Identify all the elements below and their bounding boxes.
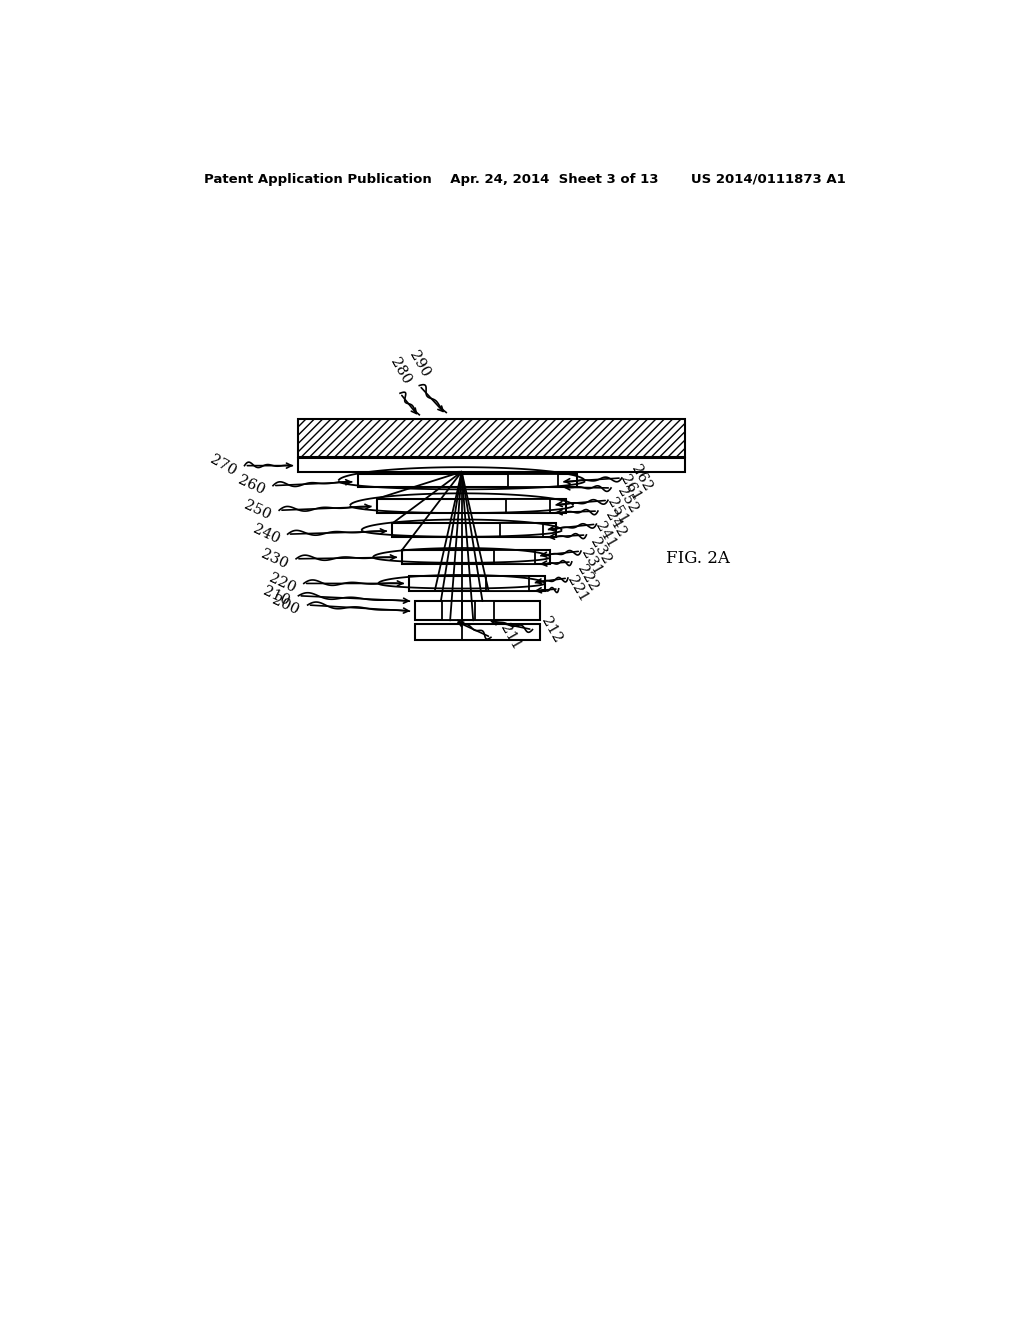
Text: 230: 230 [259, 546, 290, 572]
Bar [500, 523, 543, 537]
Text: 232: 232 [587, 536, 613, 566]
Bar [506, 499, 550, 512]
Text: 250: 250 [242, 498, 273, 523]
Text: 260: 260 [236, 474, 267, 498]
Text: 280: 280 [387, 356, 413, 387]
Bar [486, 576, 529, 591]
Text: 222: 222 [574, 562, 600, 594]
Text: Patent Application Publication    Apr. 24, 2014  Sheet 3 of 13       US 2014/011: Patent Application Publication Apr. 24, … [204, 173, 846, 186]
Text: 270: 270 [207, 453, 239, 479]
Text: 261: 261 [617, 473, 643, 503]
Text: 251: 251 [604, 495, 630, 527]
Bar [410, 576, 545, 591]
Text: 241: 241 [593, 520, 618, 550]
Bar [416, 601, 541, 620]
Text: 252: 252 [614, 484, 640, 516]
Text: 212: 212 [539, 614, 564, 645]
Text: 262: 262 [628, 462, 654, 494]
Text: 240: 240 [250, 521, 282, 546]
Text: 200: 200 [270, 593, 301, 618]
Bar [392, 523, 556, 537]
Text: FIG. 2A: FIG. 2A [666, 550, 729, 568]
Bar [475, 601, 494, 620]
Text: 290: 290 [407, 348, 432, 379]
Bar [298, 458, 685, 471]
Text: 231: 231 [578, 546, 604, 577]
Text: 221: 221 [565, 573, 591, 605]
Bar [416, 624, 541, 640]
Text: 220: 220 [266, 572, 298, 595]
Text: 210: 210 [261, 583, 292, 609]
Text: 242: 242 [602, 508, 629, 540]
Bar [298, 418, 685, 457]
Bar [494, 549, 535, 564]
Bar [442, 601, 462, 620]
Bar [508, 474, 558, 487]
Bar [402, 549, 550, 564]
Bar [357, 474, 578, 487]
Text: 211: 211 [497, 622, 523, 653]
Bar [377, 499, 565, 512]
